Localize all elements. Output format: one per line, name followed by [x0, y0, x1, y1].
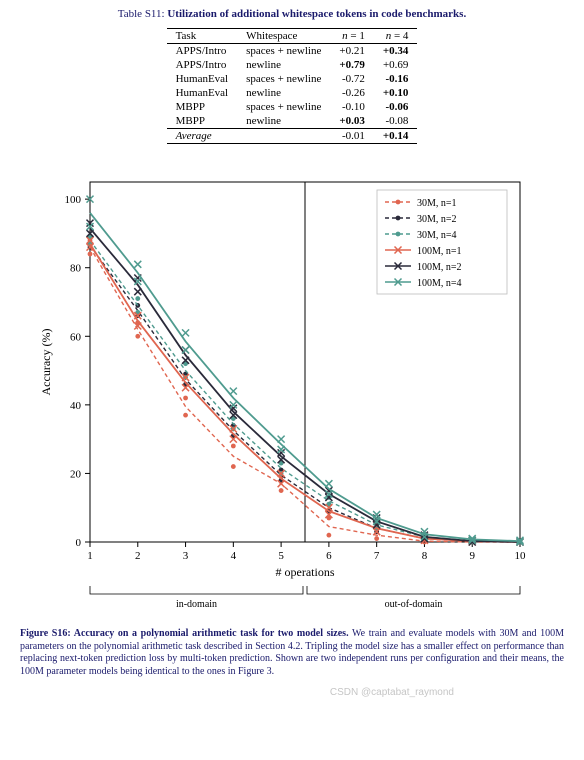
cell-ws: spaces + newline	[237, 100, 330, 114]
cell-n1: +0.79	[330, 58, 374, 72]
avg-label: Average	[167, 129, 238, 144]
svg-text:80: 80	[70, 263, 82, 275]
cell-n4: -0.06	[374, 100, 418, 114]
whitespace-table: TaskWhitespacen = 1n = 4 APPS/Introspace…	[167, 28, 418, 144]
table-caption-rest: Utilization of additional whitespace tok…	[165, 8, 467, 20]
cell-task: APPS/Intro	[167, 58, 238, 72]
svg-text:9: 9	[469, 550, 475, 562]
figure-caption-bold: Accuracy on a polynomial arithmetic task…	[71, 628, 349, 639]
svg-text:8: 8	[422, 550, 428, 562]
svg-text:2: 2	[135, 550, 141, 562]
col-header: Task	[167, 29, 238, 44]
svg-text:3: 3	[183, 550, 189, 562]
cell-ws: newline	[237, 114, 330, 129]
cell-n4: +0.34	[374, 44, 418, 59]
cell-task: HumanEval	[167, 72, 238, 86]
svg-text:100: 100	[65, 194, 82, 206]
svg-text:out-of-domain: out-of-domain	[385, 599, 443, 610]
svg-text:100M, n=4: 100M, n=4	[417, 278, 462, 289]
cell-n4: -0.16	[374, 72, 418, 86]
svg-text:0: 0	[76, 537, 82, 549]
svg-text:30M, n=4: 30M, n=4	[417, 230, 457, 241]
cell-n4: -0.08	[374, 114, 418, 129]
cell-ws: newline	[237, 58, 330, 72]
svg-text:Accuracy (%): Accuracy (%)	[39, 329, 53, 396]
table-caption-lead: Table S11:	[118, 8, 165, 20]
svg-text:100M, n=1: 100M, n=1	[417, 246, 462, 257]
col-header: Whitespace	[237, 29, 330, 44]
avg-n4: +0.14	[374, 129, 418, 144]
col-header: n = 4	[374, 29, 418, 44]
cell-n1: +0.03	[330, 114, 374, 129]
cell-n4: +0.69	[374, 58, 418, 72]
cell-ws: spaces + newline	[237, 44, 330, 59]
svg-text:30M, n=2: 30M, n=2	[417, 214, 457, 225]
svg-text:20: 20	[70, 468, 82, 480]
svg-text:5: 5	[278, 550, 284, 562]
figure-caption: Figure S16: Accuracy on a polynomial ari…	[20, 628, 564, 678]
svg-text:100M, n=2: 100M, n=2	[417, 262, 462, 273]
table-caption: Table S11: Utilization of additional whi…	[0, 8, 584, 20]
svg-text:40: 40	[70, 400, 82, 412]
accuracy-chart: 12345678910020406080100# operationsAccur…	[32, 162, 552, 622]
cell-ws: spaces + newline	[237, 72, 330, 86]
svg-text:6: 6	[326, 550, 332, 562]
cell-ws: newline	[237, 86, 330, 100]
svg-text:1: 1	[87, 550, 93, 562]
avg-n1: -0.01	[330, 129, 374, 144]
cell-n1: -0.26	[330, 86, 374, 100]
cell-task: APPS/Intro	[167, 44, 238, 59]
legend: 30M, n=1 30M, n=2 30M, n=4 100M, n=1 100M, n…	[377, 190, 507, 294]
svg-text:30M, n=1: 30M, n=1	[417, 198, 457, 209]
cell-n1: -0.72	[330, 72, 374, 86]
svg-text:in-domain: in-domain	[176, 599, 217, 610]
figure-caption-lead: Figure S16:	[20, 628, 71, 639]
svg-text:10: 10	[515, 550, 527, 562]
svg-text:60: 60	[70, 331, 82, 343]
cell-task: MBPP	[167, 114, 238, 129]
cell-task: MBPP	[167, 100, 238, 114]
col-header: n = 1	[330, 29, 374, 44]
svg-text:7: 7	[374, 550, 380, 562]
watermark-text: CSDN @captabat_raymond	[330, 687, 454, 698]
cell-n4: +0.10	[374, 86, 418, 100]
cell-n1: -0.10	[330, 100, 374, 114]
cell-n1: +0.21	[330, 44, 374, 59]
svg-text:# operations: # operations	[276, 565, 335, 579]
cell-task: HumanEval	[167, 86, 238, 100]
svg-text:4: 4	[231, 550, 237, 562]
